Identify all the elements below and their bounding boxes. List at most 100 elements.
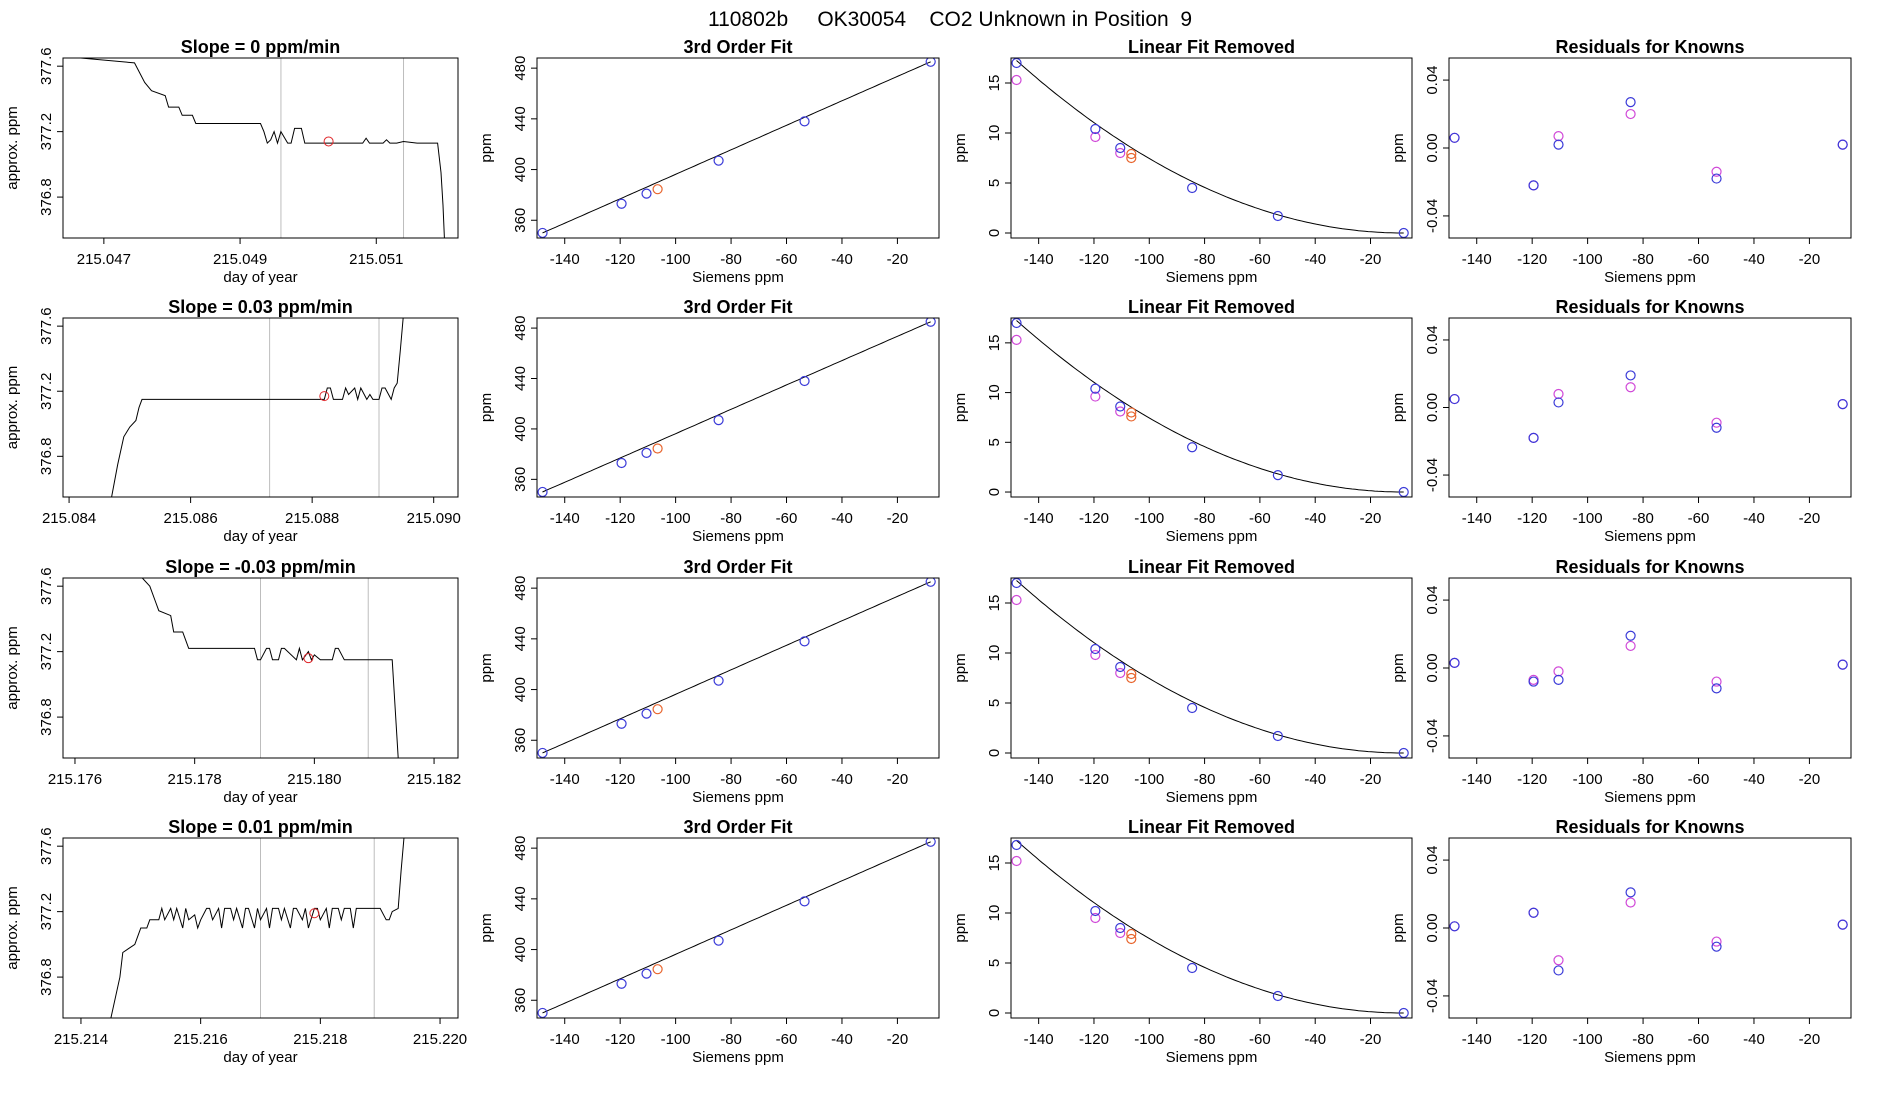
x-tick-label: -60 (1688, 510, 1710, 527)
y-tick-label: 440 (512, 106, 529, 131)
y-tick-label: 15 (986, 595, 1003, 612)
y-tick-label: 400 (512, 677, 529, 702)
known-standard-point-alt (1711, 936, 1722, 947)
x-tick-label: -100 (1573, 1031, 1603, 1048)
known-standard-point-alt (1711, 166, 1722, 177)
known-standard-point (1625, 630, 1636, 641)
y-tick-label: 440 (512, 366, 529, 391)
panel-title: Residuals for Knowns (1555, 297, 1744, 317)
known-standard-point (1625, 370, 1636, 381)
known-standard-point-alt (1090, 912, 1101, 924)
plot-frame (62, 577, 459, 759)
x-axis-label: Siemens ppm (1604, 269, 1696, 286)
known-standard-point (1553, 139, 1564, 150)
y-tick-label: 0.00 (1424, 133, 1441, 162)
x-tick-label: -20 (1360, 1031, 1382, 1048)
known-standard-point (1625, 887, 1636, 898)
known-standard-point (713, 415, 724, 426)
x-tick-label: -40 (831, 510, 853, 527)
known-standard-point (713, 675, 724, 686)
y-tick-label: 5 (986, 699, 1003, 707)
plot-area (1011, 58, 1409, 238)
y-tick-label: 15 (986, 75, 1003, 92)
x-axis-label: day of year (223, 1049, 297, 1066)
x-tick-label: -80 (720, 1031, 742, 1048)
x-tick-label: -60 (1688, 771, 1710, 788)
y-axis-label: ppm (1390, 133, 1407, 162)
y-axis-label: ppm (952, 913, 969, 942)
known-standard-point (616, 198, 627, 209)
y-tick-label: 10 (986, 905, 1003, 922)
panel-title: Residuals for Knowns (1555, 557, 1744, 577)
x-tick-label: -140 (1024, 771, 1054, 788)
known-standard-point-alt (1115, 406, 1126, 417)
figure-title: 110802b OK30054 CO2 Unknown in Position … (708, 8, 1192, 31)
x-tick-label: -120 (1079, 771, 1109, 788)
x-tick-label: -20 (1799, 251, 1821, 268)
unknown-sample-point (1126, 152, 1137, 164)
x-tick-label: -120 (1079, 1031, 1109, 1048)
plot-frame (1448, 577, 1852, 759)
known-standard-point-alt (1011, 334, 1022, 345)
y-axis-label: approx. ppm (4, 626, 21, 709)
known-standard-point-alt (1553, 131, 1564, 142)
x-tick-label: -140 (1462, 1031, 1492, 1048)
x-tick-label: -100 (1573, 510, 1603, 527)
x-tick-label: -40 (1304, 771, 1326, 788)
unknown-sample-point (1126, 148, 1137, 160)
x-tick-label: -140 (1462, 510, 1492, 527)
x-tick-label: -40 (831, 1031, 853, 1048)
known-standard-point (1837, 659, 1848, 670)
known-standard-point (1011, 839, 1022, 851)
x-tick-label: -120 (605, 251, 635, 268)
known-standard-point (537, 227, 548, 238)
x-tick-label: -120 (605, 1031, 635, 1048)
x-tick-label: -60 (1688, 1031, 1710, 1048)
x-tick-label: -40 (1743, 1031, 1765, 1048)
panel-title: Linear Fit Removed (1128, 817, 1295, 837)
panel-r0-linear-removed: Linear Fit Removed -140 -120 -100 -80 -60 -40 -… (952, 37, 1413, 286)
x-tick-label: 215.051 (349, 251, 403, 268)
known-standard-point (641, 447, 652, 458)
plot-area (1449, 887, 1848, 976)
panel-title: Slope = 0.01 ppm/min (168, 817, 353, 837)
sample-point (303, 653, 314, 664)
known-standard-point-alt (1553, 955, 1564, 966)
x-axis-label: Siemens ppm (692, 269, 784, 286)
x-tick-label: -120 (1517, 251, 1547, 268)
unknown-sample-point (652, 964, 663, 975)
y-axis-label: ppm (478, 653, 495, 682)
y-tick-label: 377.2 (38, 893, 55, 931)
panel-r1-linear-removed: Linear Fit Removed -140 -120 -100 -80 -60 -40 -… (952, 297, 1413, 545)
y-axis-label: approx. ppm (4, 366, 21, 449)
fit-curve (1016, 580, 1404, 754)
known-standard-point-alt (1115, 147, 1126, 159)
x-tick-label: -40 (831, 771, 853, 788)
y-tick-label: 376.8 (38, 178, 55, 216)
y-tick-label: 376.8 (38, 438, 55, 476)
y-tick-label: -0.04 (1424, 979, 1441, 1013)
y-tick-label: 377.2 (38, 372, 55, 410)
panel-r3-fit: 3rd Order Fit -140 -120 -100 -80 -60 -40 -20 360… (478, 817, 940, 1066)
known-standard-point (616, 978, 627, 989)
plot-frame (1448, 837, 1852, 1019)
plot-area (537, 318, 936, 497)
unknown-sample-point (1126, 928, 1137, 940)
y-tick-label: 440 (512, 626, 529, 651)
known-standard-point-alt (1011, 594, 1022, 606)
plot-area (1449, 370, 1848, 443)
unknown-sample-point (1126, 407, 1137, 418)
y-tick-label: 5 (986, 959, 1003, 967)
known-standard-point-alt (1090, 391, 1101, 402)
known-standard-point (925, 58, 936, 67)
x-tick-label: -100 (661, 771, 691, 788)
x-axis-label: Siemens ppm (692, 528, 784, 545)
known-standard-point (1115, 401, 1126, 412)
x-tick-label: -20 (887, 251, 909, 268)
known-standard-point (1449, 393, 1460, 405)
plot-frame (536, 317, 940, 498)
known-standard-point (1090, 905, 1101, 917)
panel-title: Residuals for Knowns (1555, 37, 1744, 57)
x-tick-label: -120 (1517, 1031, 1547, 1048)
